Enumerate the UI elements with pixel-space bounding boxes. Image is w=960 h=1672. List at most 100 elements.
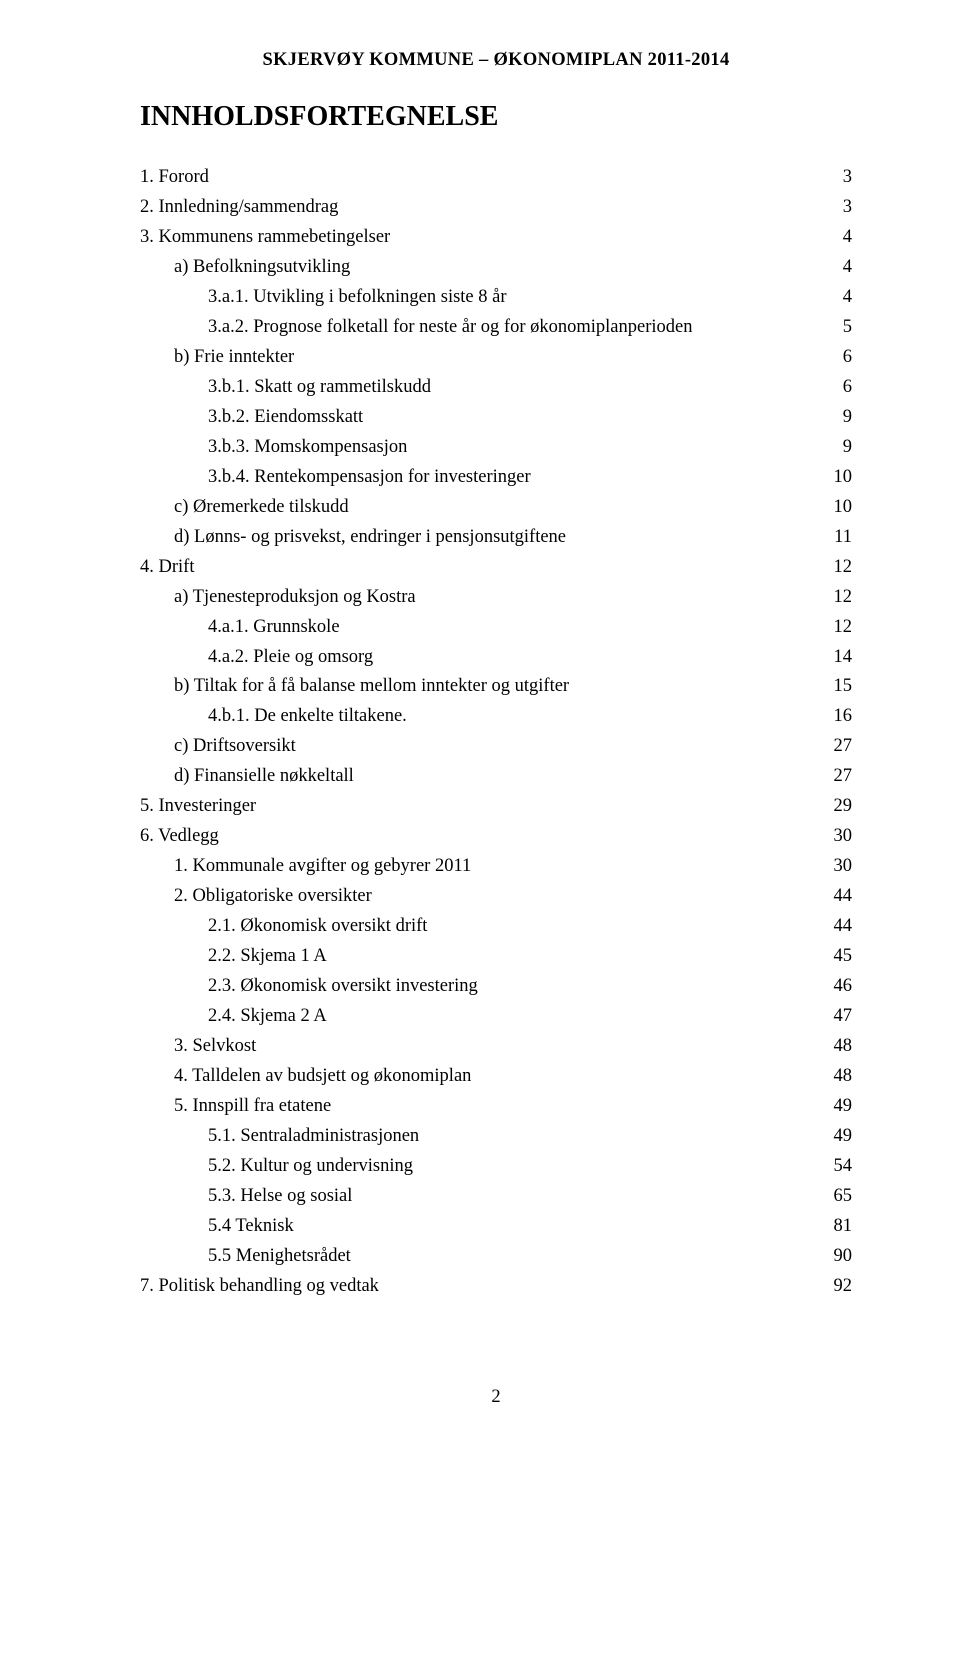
toc-entry-page: 3 xyxy=(839,193,852,223)
toc-entry-page: 45 xyxy=(830,942,853,972)
toc-entry-label: 3.a.1. Utvikling i befolkningen siste 8 … xyxy=(208,283,507,313)
document-header: SKJERVØY KOMMUNE – ØKONOMIPLAN 2011-2014 xyxy=(140,50,852,71)
toc-entry-page: 54 xyxy=(830,1152,853,1182)
toc-entry-page: 11 xyxy=(830,523,852,553)
toc-entry-page: 14 xyxy=(830,643,853,673)
toc-entry-page: 4 xyxy=(839,223,852,253)
toc-entry: 5.5 Menighetsrådet 90 xyxy=(140,1242,852,1272)
toc-entry: 7. Politisk behandling og vedtak92 xyxy=(140,1272,852,1302)
toc-entry-label: 5.3. Helse og sosial xyxy=(208,1182,352,1212)
toc-entry: d) Lønns- og prisvekst, endringer i pens… xyxy=(140,523,852,553)
toc-entry-label: 5.4 Teknisk xyxy=(208,1212,294,1242)
toc-entry-label: 6. Vedlegg xyxy=(140,822,219,852)
toc-entry: 4.b.1. De enkelte tiltakene. 16 xyxy=(140,702,852,732)
toc-entry-page: 49 xyxy=(830,1092,853,1122)
toc-entry-page: 16 xyxy=(830,702,853,732)
toc-entry-page: 44 xyxy=(830,882,853,912)
toc-entry: 2.1. Økonomisk oversikt drift 44 xyxy=(140,912,852,942)
toc-entry-page: 81 xyxy=(830,1212,853,1242)
toc-entry: 4. Drift 12 xyxy=(140,553,852,583)
toc-entry-label: 4. Drift xyxy=(140,553,194,583)
toc-entry-page: 47 xyxy=(830,1002,853,1032)
toc-entry-page: 15 xyxy=(830,672,853,702)
toc-entry-label: a) Befolkningsutvikling xyxy=(174,253,350,283)
toc-entry: 6. Vedlegg 30 xyxy=(140,822,852,852)
toc-entry-page: 30 xyxy=(830,822,853,852)
toc-entry-label: 2. Innledning/sammendrag xyxy=(140,193,338,223)
toc-entry: 5.1. Sentraladministrasjonen 49 xyxy=(140,1122,852,1152)
toc-entry-label: 3.b.2. Eiendomsskatt xyxy=(208,403,363,433)
toc-entry-page: 44 xyxy=(830,912,853,942)
toc-entry-page: 9 xyxy=(839,403,852,433)
toc-entry-label: 5.5 Menighetsrådet xyxy=(208,1242,351,1272)
toc-entry: 4. Talldelen av budsjett og økonomiplan4… xyxy=(140,1062,852,1092)
toc-entry: 3. Kommunens rammebetingelser 4 xyxy=(140,223,852,253)
toc-entry-page: 48 xyxy=(830,1062,853,1092)
toc-entry: 4.a.2. Pleie og omsorg14 xyxy=(140,643,852,673)
toc-entry-page: 5 xyxy=(839,313,852,343)
toc-container: 1. Forord32. Innledning/sammendrag33. Ko… xyxy=(140,163,852,1302)
toc-entry-page: 29 xyxy=(830,792,853,822)
toc-entry: 5.2. Kultur og undervisning 54 xyxy=(140,1152,852,1182)
toc-entry-page: 27 xyxy=(830,732,853,762)
toc-entry: 5.4 Teknisk 81 xyxy=(140,1212,852,1242)
toc-entry-page: 12 xyxy=(830,553,853,583)
toc-entry-label: 2.4. Skjema 2 A xyxy=(208,1002,327,1032)
toc-entry-label: c) Driftsoversikt xyxy=(174,732,296,762)
toc-entry: c) Driftsoversikt 27 xyxy=(140,732,852,762)
toc-entry-label: b) Frie inntekter xyxy=(174,343,294,373)
toc-entry: 3.a.1. Utvikling i befolkningen siste 8 … xyxy=(140,283,852,313)
toc-entry-label: 4.b.1. De enkelte tiltakene. xyxy=(208,702,407,732)
toc-entry-page: 65 xyxy=(830,1182,853,1212)
toc-entry: a) Tjenesteproduksjon og Kostra12 xyxy=(140,583,852,613)
toc-entry-label: 3.b.3. Momskompensasjon xyxy=(208,433,407,463)
toc-entry-page: 49 xyxy=(830,1122,853,1152)
toc-entry-label: c) Øremerkede tilskudd xyxy=(174,493,349,523)
toc-entry-page: 12 xyxy=(830,613,853,643)
toc-entry: 2. Obligatoriske oversikter 44 xyxy=(140,882,852,912)
toc-entry: 3.b.2. Eiendomsskatt 9 xyxy=(140,403,852,433)
toc-entry: b) Frie inntekter 6 xyxy=(140,343,852,373)
toc-entry-label: 1. Kommunale avgifter og gebyrer 2011 xyxy=(174,852,471,882)
toc-entry: 4.a.1. Grunnskole 12 xyxy=(140,613,852,643)
toc-entry-page: 12 xyxy=(830,583,853,613)
toc-entry-label: 5.2. Kultur og undervisning xyxy=(208,1152,413,1182)
toc-heading: INNHOLDSFORTEGNELSE xyxy=(140,101,852,133)
toc-entry-label: 3. Kommunens rammebetingelser xyxy=(140,223,390,253)
toc-entry-label: 3. Selvkost xyxy=(174,1032,256,1062)
toc-entry-label: d) Lønns- og prisvekst, endringer i pens… xyxy=(174,523,566,553)
toc-entry: 2.2. Skjema 1 A 45 xyxy=(140,942,852,972)
toc-entry: 3.b.3. Momskompensasjon 9 xyxy=(140,433,852,463)
toc-entry: 2.4. Skjema 2 A 47 xyxy=(140,1002,852,1032)
toc-entry-label: 1. Forord xyxy=(140,163,209,193)
toc-entry: d) Finansielle nøkkeltall27 xyxy=(140,762,852,792)
toc-entry-page: 9 xyxy=(839,433,852,463)
toc-entry-page: 48 xyxy=(830,1032,853,1062)
toc-entry-page: 4 xyxy=(839,283,852,313)
toc-entry-label: 3.a.2. Prognose folketall for neste år o… xyxy=(208,313,692,343)
toc-entry-page: 90 xyxy=(830,1242,853,1272)
toc-entry: 5.3. Helse og sosial 65 xyxy=(140,1182,852,1212)
toc-entry-page: 46 xyxy=(830,972,853,1002)
toc-entry-label: 2. Obligatoriske oversikter xyxy=(174,882,372,912)
toc-entry: a) Befolkningsutvikling 4 xyxy=(140,253,852,283)
toc-entry: 3.b.4. Rentekompensasjon for investering… xyxy=(140,463,852,493)
toc-entry-label: 5.1. Sentraladministrasjonen xyxy=(208,1122,419,1152)
toc-entry-label: 3.b.4. Rentekompensasjon for investering… xyxy=(208,463,531,493)
toc-entry-label: 2.1. Økonomisk oversikt drift xyxy=(208,912,427,942)
toc-entry-label: 4.a.1. Grunnskole xyxy=(208,613,340,643)
toc-entry-page: 4 xyxy=(839,253,852,283)
toc-entry-label: 2.2. Skjema 1 A xyxy=(208,942,327,972)
toc-entry: b) Tiltak for å få balanse mellom inntek… xyxy=(140,672,852,702)
toc-entry: 2.3. Økonomisk oversikt investering46 xyxy=(140,972,852,1002)
toc-entry-label: b) Tiltak for å få balanse mellom inntek… xyxy=(174,672,569,702)
toc-entry: c) Øremerkede tilskudd 10 xyxy=(140,493,852,523)
toc-entry: 1. Forord3 xyxy=(140,163,852,193)
toc-entry-page: 10 xyxy=(830,493,853,523)
toc-entry-page: 92 xyxy=(830,1272,853,1302)
toc-entry-page: 6 xyxy=(839,343,852,373)
toc-entry-page: 27 xyxy=(830,762,853,792)
page-number: 2 xyxy=(140,1387,852,1408)
toc-entry: 1. Kommunale avgifter og gebyrer 201130 xyxy=(140,852,852,882)
toc-entry: 3. Selvkost 48 xyxy=(140,1032,852,1062)
